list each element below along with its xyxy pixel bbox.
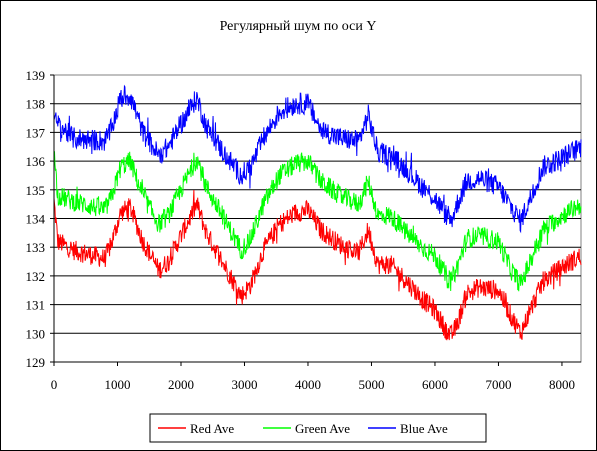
x-tick-label: 1000 — [104, 377, 130, 392]
x-tick-label: 6000 — [422, 377, 448, 392]
y-tick-label: 135 — [26, 183, 46, 198]
y-tick-label: 129 — [26, 355, 46, 370]
y-tick-label: 137 — [26, 125, 46, 140]
legend-label-blue-ave: Blue Ave — [400, 421, 448, 436]
x-tick-label: 4000 — [295, 377, 321, 392]
y-tick-label: 136 — [26, 154, 46, 169]
x-tick-label: 3000 — [231, 377, 257, 392]
y-tick-label: 130 — [26, 326, 46, 341]
y-tick-label: 134 — [26, 212, 46, 227]
series-layer — [53, 84, 582, 341]
legend: Red Ave Green Ave Blue Ave — [149, 413, 487, 443]
y-tick-label: 131 — [26, 298, 46, 313]
y-tick-label: 133 — [26, 240, 46, 255]
axis-layer: 139 138 137 136 135 134 133 132 131 130 129 0 1000 20… — [26, 68, 581, 392]
y-tick-label: 138 — [26, 97, 46, 112]
y-tick-label: 139 — [26, 68, 46, 83]
x-tick-label: 5000 — [358, 377, 384, 392]
x-tick-label: 0 — [51, 377, 58, 392]
legend-label-green-ave: Green Ave — [295, 421, 350, 436]
legend-label-red-ave: Red Ave — [190, 421, 234, 436]
series-line-blue-ave — [53, 84, 582, 234]
x-tick-label: 8000 — [549, 377, 575, 392]
series-line-green-ave — [53, 151, 582, 292]
legend-box — [149, 413, 487, 443]
series-line-red-ave — [53, 189, 582, 341]
x-tick-label: 2000 — [168, 377, 194, 392]
chart-title: Регулярный шум по оси Y — [220, 19, 377, 34]
x-tick-label: 7000 — [485, 377, 511, 392]
y-tick-label: 132 — [26, 269, 46, 284]
